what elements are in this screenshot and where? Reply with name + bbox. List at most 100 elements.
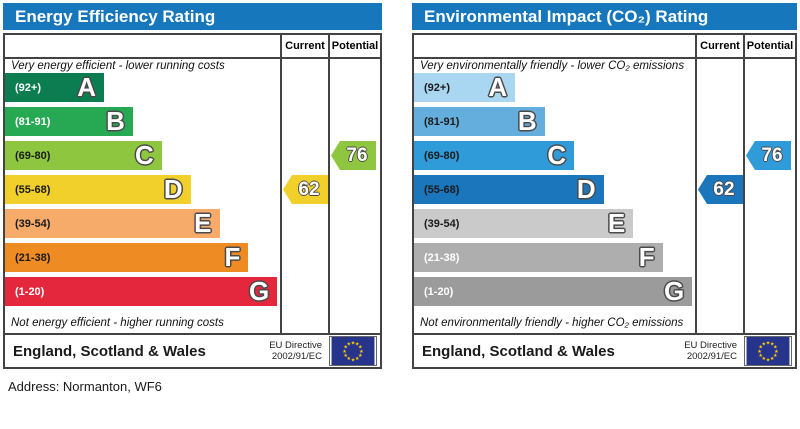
band-letter: B [106, 106, 125, 136]
potential-column-header: Potential [328, 35, 380, 57]
current-rating-pointer: 62 [283, 175, 328, 204]
co2-band-d: (55-68) D [414, 175, 604, 204]
band-row: (92+) A [414, 73, 695, 107]
band-row: (21-38) F [414, 243, 695, 277]
caption-bottom: Not environmentally friendly - higher CO… [420, 317, 684, 329]
band-letter: A [488, 72, 508, 102]
empty-header-cell [5, 35, 280, 57]
energy-chart-title-bar: Energy Efficiency Rating [3, 3, 382, 30]
band-row: (69-80) C [414, 141, 695, 175]
svg-text:★: ★ [342, 349, 347, 355]
svg-text:★: ★ [766, 357, 771, 363]
band-row: (69-80) C [5, 141, 280, 175]
energy-efficiency-chart: Energy Efficiency Rating Current Potenti… [3, 3, 382, 369]
band-letter: E [607, 208, 626, 238]
band-letter: F [638, 242, 655, 272]
caption-top: Very energy efficient - lower running co… [11, 60, 225, 72]
svg-text:★: ★ [773, 353, 778, 359]
band-range: (92+) [424, 81, 450, 94]
band-row: (81-91) B [414, 107, 695, 141]
current-rating-column: 62 [695, 59, 743, 333]
band-letter: E [194, 208, 212, 238]
band-row: (81-91) B [5, 107, 280, 141]
co2-band-area: Very environmentally friendly - lower CO… [414, 59, 695, 333]
current-rating-column: 62 [280, 59, 328, 333]
svg-text:★: ★ [346, 342, 351, 348]
svg-text:★: ★ [358, 345, 363, 351]
co2-chart-table: Current Potential Very environmentally f… [412, 33, 797, 369]
svg-text:★: ★ [343, 345, 348, 351]
band-range: (39-54) [424, 217, 460, 230]
svg-text:★: ★ [757, 349, 762, 355]
column-header-row: Current Potential [414, 35, 795, 59]
current-column-header: Current [280, 35, 328, 57]
band-range: (69-80) [15, 149, 51, 162]
band-range: (1-20) [424, 285, 454, 298]
energy-chart-title: Energy Efficiency Rating [15, 7, 216, 26]
empty-header-cell [414, 35, 695, 57]
svg-text:★: ★ [774, 349, 779, 355]
band-range: (81-91) [424, 115, 460, 128]
svg-text:★: ★ [355, 356, 360, 362]
epc-band-g: (1-20) G [5, 277, 278, 306]
region-label: England, Scotland & Wales [422, 342, 615, 360]
svg-text:★: ★ [773, 345, 778, 351]
svg-text:★: ★ [758, 345, 763, 351]
svg-text:★: ★ [346, 356, 351, 362]
epc-charts-container: Energy Efficiency Rating Current Potenti… [3, 3, 797, 369]
co2-chart-footer: England, Scotland & Wales EU Directive 2… [414, 333, 795, 367]
band-letter: D [576, 174, 596, 204]
potential-rating-pointer: 76 [331, 141, 376, 170]
band-range: (39-54) [15, 217, 51, 230]
eu-flag-icon: ★ ★★ ★★★ ★★★ ★★★ [744, 336, 792, 366]
band-range: (92+) [15, 81, 41, 94]
eu-directive-label: EU Directive 2002/91/EC [684, 339, 737, 362]
band-range: (21-38) [424, 251, 460, 264]
band-range: (69-80) [424, 149, 460, 162]
band-range: (1-20) [15, 285, 45, 298]
band-letter: B [517, 106, 537, 136]
band-letter: D [163, 174, 183, 204]
svg-text:★: ★ [761, 342, 766, 348]
current-rating-pointer: 62 [698, 175, 743, 204]
svg-text:★: ★ [358, 353, 363, 359]
epc-band-a: (92+) A [5, 73, 104, 102]
co2-chart-title-bar: Environmental Impact (CO₂) Rating [412, 3, 797, 30]
svg-text:★: ★ [343, 353, 348, 359]
column-header-row: Current Potential [5, 35, 380, 59]
band-letter: C [547, 140, 567, 170]
svg-text:★: ★ [359, 349, 364, 355]
svg-text:★: ★ [770, 342, 775, 348]
band-row: (92+) A [5, 73, 280, 107]
energy-chart-table: Current Potential Very energy efficient … [3, 33, 382, 369]
co2-band-g: (1-20) G [414, 277, 693, 306]
svg-text:★: ★ [351, 340, 356, 346]
band-row: (55-68) D [414, 175, 695, 209]
svg-text:★: ★ [766, 340, 771, 346]
band-range: (55-68) [424, 183, 460, 196]
svg-text:★: ★ [351, 357, 356, 363]
band-row: (39-54) E [414, 209, 695, 243]
svg-text:★: ★ [758, 353, 763, 359]
energy-chart-footer: England, Scotland & Wales EU Directive 2… [5, 333, 380, 367]
environmental-impact-chart: Environmental Impact (CO₂) Rating Curren… [412, 3, 797, 369]
band-row: (21-38) F [5, 243, 280, 277]
co2-band-f: (21-38) F [414, 243, 663, 272]
band-row: (39-54) E [5, 209, 280, 243]
energy-chart-body: Very energy efficient - lower running co… [5, 59, 380, 333]
caption-top: Very environmentally friendly - lower CO… [420, 60, 685, 72]
band-row: (55-68) D [5, 175, 280, 209]
band-range: (21-38) [15, 251, 51, 264]
epc-band-c: (69-80) C [5, 141, 162, 170]
band-row: (1-20) G [414, 277, 695, 311]
energy-band-area: Very energy efficient - lower running co… [5, 59, 280, 333]
caption-bottom: Not energy efficient - higher running co… [11, 317, 224, 329]
co2-chart-title: Environmental Impact (CO₂) Rating [424, 7, 709, 26]
potential-column-header: Potential [743, 35, 795, 57]
co2-band-b: (81-91) B [414, 107, 545, 136]
band-letter: C [134, 140, 154, 170]
svg-text:★: ★ [770, 356, 775, 362]
epc-band-b: (81-91) B [5, 107, 133, 136]
address-text: Address: Normanton, WF6 [8, 379, 162, 394]
band-letter: F [224, 242, 241, 272]
